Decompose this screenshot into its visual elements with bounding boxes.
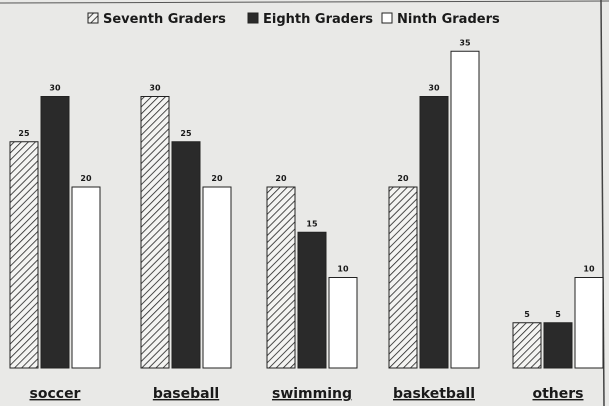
- data-label: 20: [211, 174, 223, 183]
- x-tick-label: others: [532, 386, 583, 402]
- x-tick-label: soccer: [30, 386, 81, 402]
- x-tick-label: basketball: [393, 386, 475, 402]
- legend-label: Eighth Graders: [263, 12, 373, 27]
- legend-swatch: [87, 12, 99, 24]
- bar-swimming-ninth-graders: [328, 277, 358, 369]
- bar-baseball-eighth-graders: [171, 141, 201, 369]
- bar-swimming-seventh-graders: [266, 186, 296, 369]
- data-label: 20: [275, 174, 287, 183]
- bar-others-eighth-graders: [543, 322, 573, 369]
- bar-others-ninth-graders: [574, 277, 604, 369]
- data-label: 25: [180, 129, 192, 138]
- legend: Seventh Graders Eighth Graders Ninth Grade…: [87, 12, 500, 27]
- data-label: 30: [428, 84, 440, 93]
- bar-swimming-eighth-graders: [297, 231, 327, 369]
- legend-swatch: [247, 12, 259, 24]
- x-tick-label: baseball: [153, 386, 219, 402]
- bar-basketball-eighth-graders: [419, 96, 449, 369]
- bar-soccer-seventh-graders: [9, 141, 39, 369]
- bar-soccer-ninth-graders: [71, 186, 101, 369]
- bar-basketball-ninth-graders: [450, 50, 480, 369]
- bar-soccer-eighth-graders: [40, 96, 70, 369]
- bar-baseball-ninth-graders: [202, 186, 232, 369]
- data-label: 20: [80, 174, 92, 183]
- bar-baseball-seventh-graders: [140, 96, 170, 369]
- data-label: 25: [18, 129, 30, 138]
- data-label: 35: [459, 38, 471, 47]
- x-tick-label: swimming: [272, 386, 352, 402]
- x-axis-labels: soccer baseball swimming basketball others: [30, 386, 584, 402]
- data-label: 10: [337, 265, 349, 274]
- legend-swatch: [381, 12, 393, 24]
- data-label: 5: [555, 310, 561, 319]
- data-label: 30: [149, 84, 161, 93]
- bar-basketball-seventh-graders: [388, 186, 418, 369]
- bar-others-seventh-graders: [512, 322, 542, 369]
- data-label: 30: [49, 84, 61, 93]
- legend-label: Ninth Graders: [397, 12, 500, 27]
- bars: 25 30 20 30 25 20 20 15 10 20 30 35 5 5 10: [9, 38, 604, 369]
- data-label: 5: [524, 310, 530, 319]
- data-label: 20: [397, 174, 409, 183]
- data-label: 15: [306, 219, 318, 228]
- chart-top-border: [0, 0, 609, 4]
- data-label: 10: [583, 265, 595, 274]
- legend-label: Seventh Graders: [103, 12, 226, 27]
